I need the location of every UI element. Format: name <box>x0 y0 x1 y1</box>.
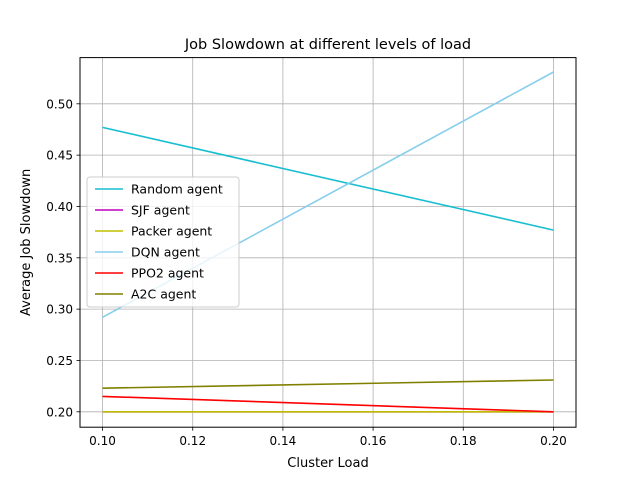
y-tick-label: 0.40 <box>46 200 73 214</box>
y-axis-label: Average Job Slowdown <box>19 169 34 316</box>
legend-label: A2C agent <box>131 287 196 302</box>
y-tick-label: 0.30 <box>46 303 73 317</box>
x-tick-label: 0.20 <box>540 434 567 448</box>
x-tick-label: 0.12 <box>179 434 206 448</box>
plot-frame <box>79 57 577 428</box>
x-axis-ticks: 0.10 0.12 0.14 0.16 0.18 0.20 <box>89 427 567 448</box>
chart-title: Job Slowdown at different levels of load <box>184 37 471 53</box>
series-line-1 <box>102 126 554 231</box>
y-tick-label: 0.20 <box>46 405 73 419</box>
x-axis-label: Cluster Load <box>287 456 368 471</box>
series-line-6 <box>102 379 554 389</box>
legend-label: SJF agent <box>131 203 190 218</box>
x-tick-label: 0.16 <box>360 434 387 448</box>
y-tick-label: 0.50 <box>46 97 73 111</box>
y-axis-ticks: 0.20 0.25 0.30 0.35 0.40 0.45 0.50 <box>46 97 80 419</box>
y-tick-label: 0.45 <box>46 149 73 163</box>
legend-label: Random agent <box>131 182 223 197</box>
y-tick-label: 0.25 <box>46 354 73 368</box>
x-tick-label: 0.10 <box>89 434 116 448</box>
legend: Random agent SJF agent Packer agent DQN age… <box>86 176 240 308</box>
x-tick-label: 0.18 <box>450 434 477 448</box>
x-tick-label: 0.14 <box>270 434 297 448</box>
series-line-5 <box>102 395 554 413</box>
legend-label: DQN agent <box>131 245 200 260</box>
y-tick-label: 0.35 <box>46 251 73 265</box>
legend-label: Packer agent <box>131 224 212 239</box>
legend-label: PPO2 agent <box>131 266 204 281</box>
legend-box <box>86 176 240 308</box>
